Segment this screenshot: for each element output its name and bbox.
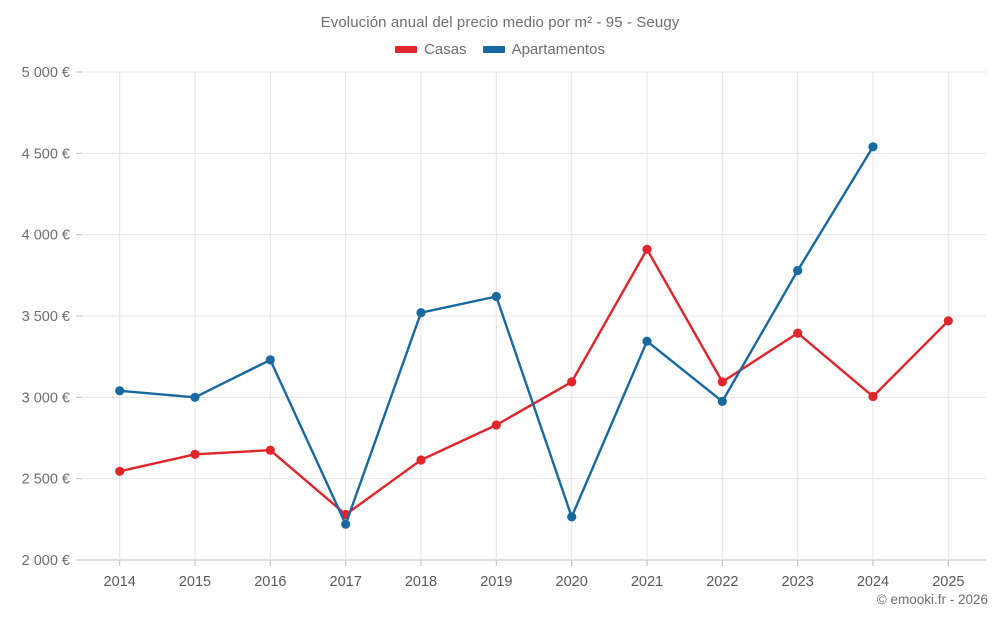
x-axis-label: 2024 [857,574,889,590]
data-point-apartamentos[interactable] [793,265,803,276]
x-axis-label: 2023 [782,574,814,590]
chart-title: Evolución anual del precio medio por m² … [320,14,680,31]
data-point-apartamentos[interactable] [868,142,878,152]
y-axis-label: 3 000 € [22,390,70,406]
x-axis-label: 2022 [706,574,738,590]
data-point-apartamentos[interactable] [190,392,200,402]
data-point-apartamentos[interactable] [717,396,727,406]
legend-label-apartamentos: Apartamentos [511,41,605,58]
data-point-casas[interactable] [265,445,275,455]
x-axis-label: 2018 [405,574,437,590]
legend-label-casas: Casas [424,41,467,58]
x-axis-label: 2016 [254,574,286,590]
data-point-apartamentos[interactable] [491,291,501,302]
x-axis-label: 2021 [631,574,663,590]
x-axis-label: 2025 [932,574,964,590]
x-axis-label: 2019 [480,574,512,590]
y-axis-label: 2 500 € [22,472,70,488]
y-axis-label: 4 500 € [22,146,70,162]
data-point-casas[interactable] [491,420,501,430]
data-point-casas[interactable] [416,455,426,465]
data-point-casas[interactable] [642,244,652,254]
data-point-casas[interactable] [943,316,953,326]
y-axis-label: 2 000 € [22,553,70,569]
y-axis-label: 5 000 € [22,65,70,81]
data-point-apartamentos[interactable] [416,308,426,318]
data-point-casas[interactable] [793,328,803,338]
x-axis-label: 2020 [556,574,588,590]
chart-legend: Casas Apartamentos [0,41,1000,58]
data-point-casas[interactable] [190,449,200,459]
x-axis-label: 2017 [330,574,362,590]
legend-swatch-casas [395,46,418,53]
data-point-casas[interactable] [717,377,727,387]
legend-swatch-apartamentos [482,46,505,53]
credit-footer: © emooki.fr - 2026 [876,592,988,607]
data-point-apartamentos[interactable] [265,355,275,365]
data-point-casas[interactable] [567,377,577,387]
data-point-apartamentos[interactable] [115,386,125,396]
legend-item-casas[interactable]: Casas [395,41,467,58]
data-point-casas[interactable] [115,466,125,476]
legend-item-apartamentos[interactable]: Apartamentos [482,41,605,58]
data-point-casas[interactable] [868,391,878,402]
data-point-apartamentos[interactable] [567,512,577,522]
y-axis-label: 4 000 € [22,228,70,244]
data-point-apartamentos[interactable] [642,336,652,346]
series-line-casas [118,248,950,516]
x-axis-label: 2014 [104,574,136,590]
x-axis-label: 2015 [179,574,211,590]
y-axis-label: 3 500 € [22,309,70,325]
data-point-apartamentos[interactable] [341,519,351,529]
